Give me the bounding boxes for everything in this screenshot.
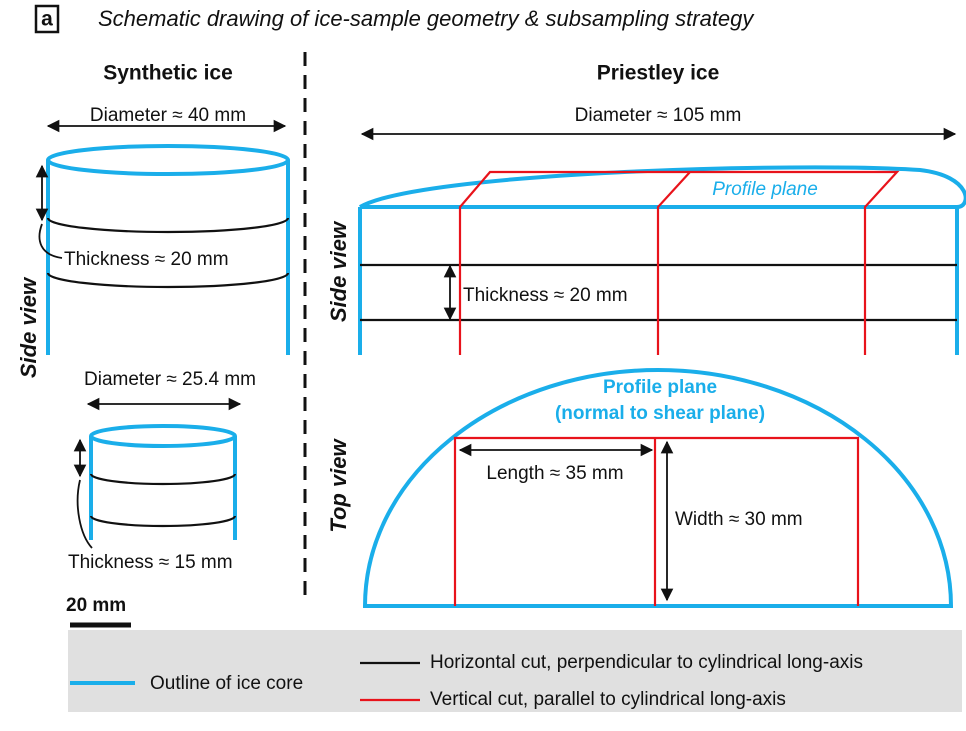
figure: a Schematic drawing of ice-sample geomet… bbox=[0, 0, 966, 731]
core-outline bbox=[91, 436, 235, 540]
heading: Priestley ice bbox=[597, 62, 720, 85]
view-label: Side view bbox=[16, 276, 41, 378]
legend-text: Outline of ice core bbox=[150, 673, 303, 694]
dimension-label: Diameter ≈ 40 mm bbox=[90, 105, 246, 126]
dimension-label: Diameter ≈ 25.4 mm bbox=[84, 369, 256, 390]
vertical-cut bbox=[460, 172, 897, 355]
plane-label: Profile plane bbox=[603, 377, 717, 398]
heading: Synthetic ice bbox=[103, 62, 233, 85]
dimension-label: Thickness ≈ 20 mm bbox=[463, 285, 628, 306]
panel-label: a bbox=[41, 8, 53, 31]
dimension-label: Diameter ≈ 105 mm bbox=[575, 105, 742, 126]
legend-text: Vertical cut, parallel to cylindrical lo… bbox=[430, 689, 786, 710]
panel-title: Schematic drawing of ice-sample geometry… bbox=[98, 6, 755, 31]
horizontal-cut bbox=[91, 474, 235, 526]
legend-text: Horizontal cut, perpendicular to cylindr… bbox=[430, 652, 863, 673]
plane-label: Profile plane bbox=[712, 179, 818, 200]
scale-label: 20 mm bbox=[66, 595, 126, 616]
view-label: Top view bbox=[326, 437, 351, 532]
core-outline bbox=[48, 146, 288, 174]
dimension-label: Length ≈ 35 mm bbox=[486, 463, 623, 484]
dimension-label: Width ≈ 30 mm bbox=[675, 509, 803, 530]
plane-note: (normal to shear plane) bbox=[555, 403, 765, 424]
leader bbox=[39, 224, 62, 258]
dimension-label: Thickness ≈ 20 mm bbox=[64, 249, 229, 270]
core-outline bbox=[91, 426, 235, 446]
view-label: Side view bbox=[326, 220, 351, 322]
dimension-label: Thickness ≈ 15 mm bbox=[68, 552, 233, 573]
